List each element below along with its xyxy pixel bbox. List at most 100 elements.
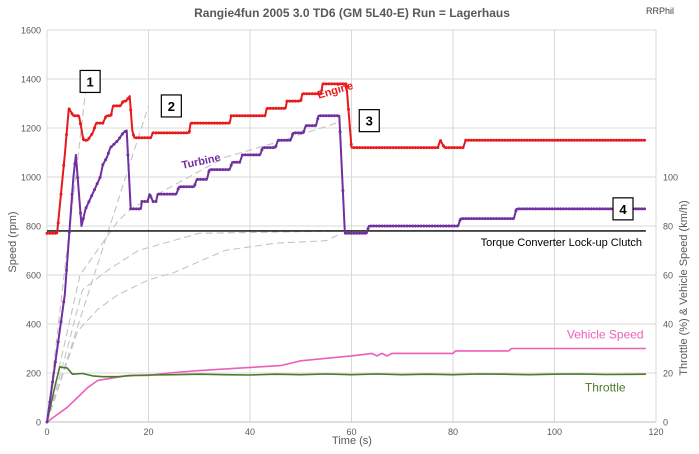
y-axis-label: Speed (rpm) (7, 211, 19, 272)
y2-tick-label: 100 (663, 173, 678, 183)
turbine-point (522, 207, 526, 211)
turbine-point (386, 224, 389, 228)
throttle-line (46, 366, 646, 423)
y-tick-label: 800 (26, 222, 41, 232)
turbine-point (201, 177, 205, 181)
engine-point (380, 146, 384, 150)
turbine-point (218, 168, 222, 172)
annotation-box (612, 197, 634, 221)
turbine-point (207, 170, 211, 174)
engine-point (614, 138, 618, 142)
annotation-label: 3 (366, 114, 373, 129)
turbine-point (271, 146, 275, 150)
turbine-point (210, 168, 214, 172)
turbine-point (143, 200, 147, 203)
engine-point (45, 231, 49, 235)
engine-point (355, 146, 359, 150)
engine-point (302, 92, 306, 96)
engine-point (372, 146, 376, 150)
engine-point (584, 138, 588, 142)
engine-point (53, 231, 57, 235)
turbine-point (422, 224, 426, 228)
engine-point (62, 163, 66, 167)
turbine-point (587, 207, 590, 211)
turbine-point (321, 114, 325, 118)
turbine-point (606, 207, 610, 211)
turbine-point (341, 189, 345, 193)
engine-point (464, 138, 468, 142)
lockup-label: Torque Converter Lock-up Clutch (481, 237, 642, 249)
turbine-point (190, 185, 194, 189)
turbine-point (146, 200, 149, 203)
engine-point (472, 138, 476, 142)
turbine-point (388, 224, 392, 228)
turbine-point (542, 207, 546, 211)
y-tick-label: 1600 (21, 26, 41, 36)
turbine-point (553, 207, 557, 211)
engine-point (567, 138, 571, 142)
engine-point (257, 114, 261, 118)
chart-credit: RRPhil (646, 6, 674, 16)
turbine-point (302, 129, 306, 133)
turbine-point (243, 153, 247, 157)
engine-point (589, 138, 593, 142)
turbine-point (483, 217, 487, 221)
turbine-point (282, 138, 286, 142)
engine-point (179, 131, 183, 135)
engine-point (59, 192, 63, 196)
y-tick-label: 1400 (21, 75, 41, 85)
engine-point (123, 99, 127, 103)
turbine-point (106, 151, 110, 155)
turbine-point (433, 224, 437, 228)
engine-point (226, 121, 230, 125)
annotation-box (79, 69, 101, 94)
engine-point (132, 133, 135, 137)
annotation-label: 1 (87, 74, 94, 89)
turbine-point (84, 206, 88, 210)
engine-point (274, 106, 278, 110)
engine-point (391, 146, 395, 150)
turbine-point (187, 185, 191, 189)
engine-point (536, 138, 540, 142)
engine-point (455, 146, 459, 150)
engine-point (578, 138, 582, 142)
turbine-point (101, 163, 105, 167)
turbine-point (511, 217, 515, 221)
engine-point (453, 146, 456, 150)
engine-point (587, 138, 590, 142)
turbine-point (263, 146, 267, 150)
turbine-point (154, 200, 158, 203)
engine-point (76, 114, 80, 118)
turbine-point (118, 136, 122, 140)
turbine-point (578, 207, 582, 211)
turbine-point (595, 207, 599, 211)
engine-point (494, 138, 498, 142)
turbine-point (305, 124, 309, 128)
engine-point (559, 138, 563, 142)
engine-point (112, 104, 116, 108)
turbine-point (53, 360, 57, 364)
vehicle-speed-line (46, 347, 646, 423)
turbine-point (464, 217, 468, 221)
turbine-point (556, 207, 560, 211)
engine-point (450, 146, 454, 150)
turbine-point (232, 160, 236, 164)
turbine-point (316, 117, 320, 121)
turbine-point (374, 224, 378, 228)
engine-point (469, 138, 473, 142)
engine-point (511, 138, 515, 142)
engine-point (595, 138, 599, 142)
turbine-point (344, 231, 348, 235)
turbine-point (165, 192, 169, 196)
engine-point (506, 138, 510, 142)
turbine-point (492, 217, 496, 221)
turbine-point (307, 124, 311, 128)
turbine-point (134, 207, 138, 211)
engine-point (358, 146, 362, 150)
turbine-point (547, 207, 551, 211)
engine-point (335, 82, 339, 86)
turbine-point (567, 207, 571, 211)
engine-point (324, 82, 328, 86)
turbine-point (224, 168, 228, 172)
